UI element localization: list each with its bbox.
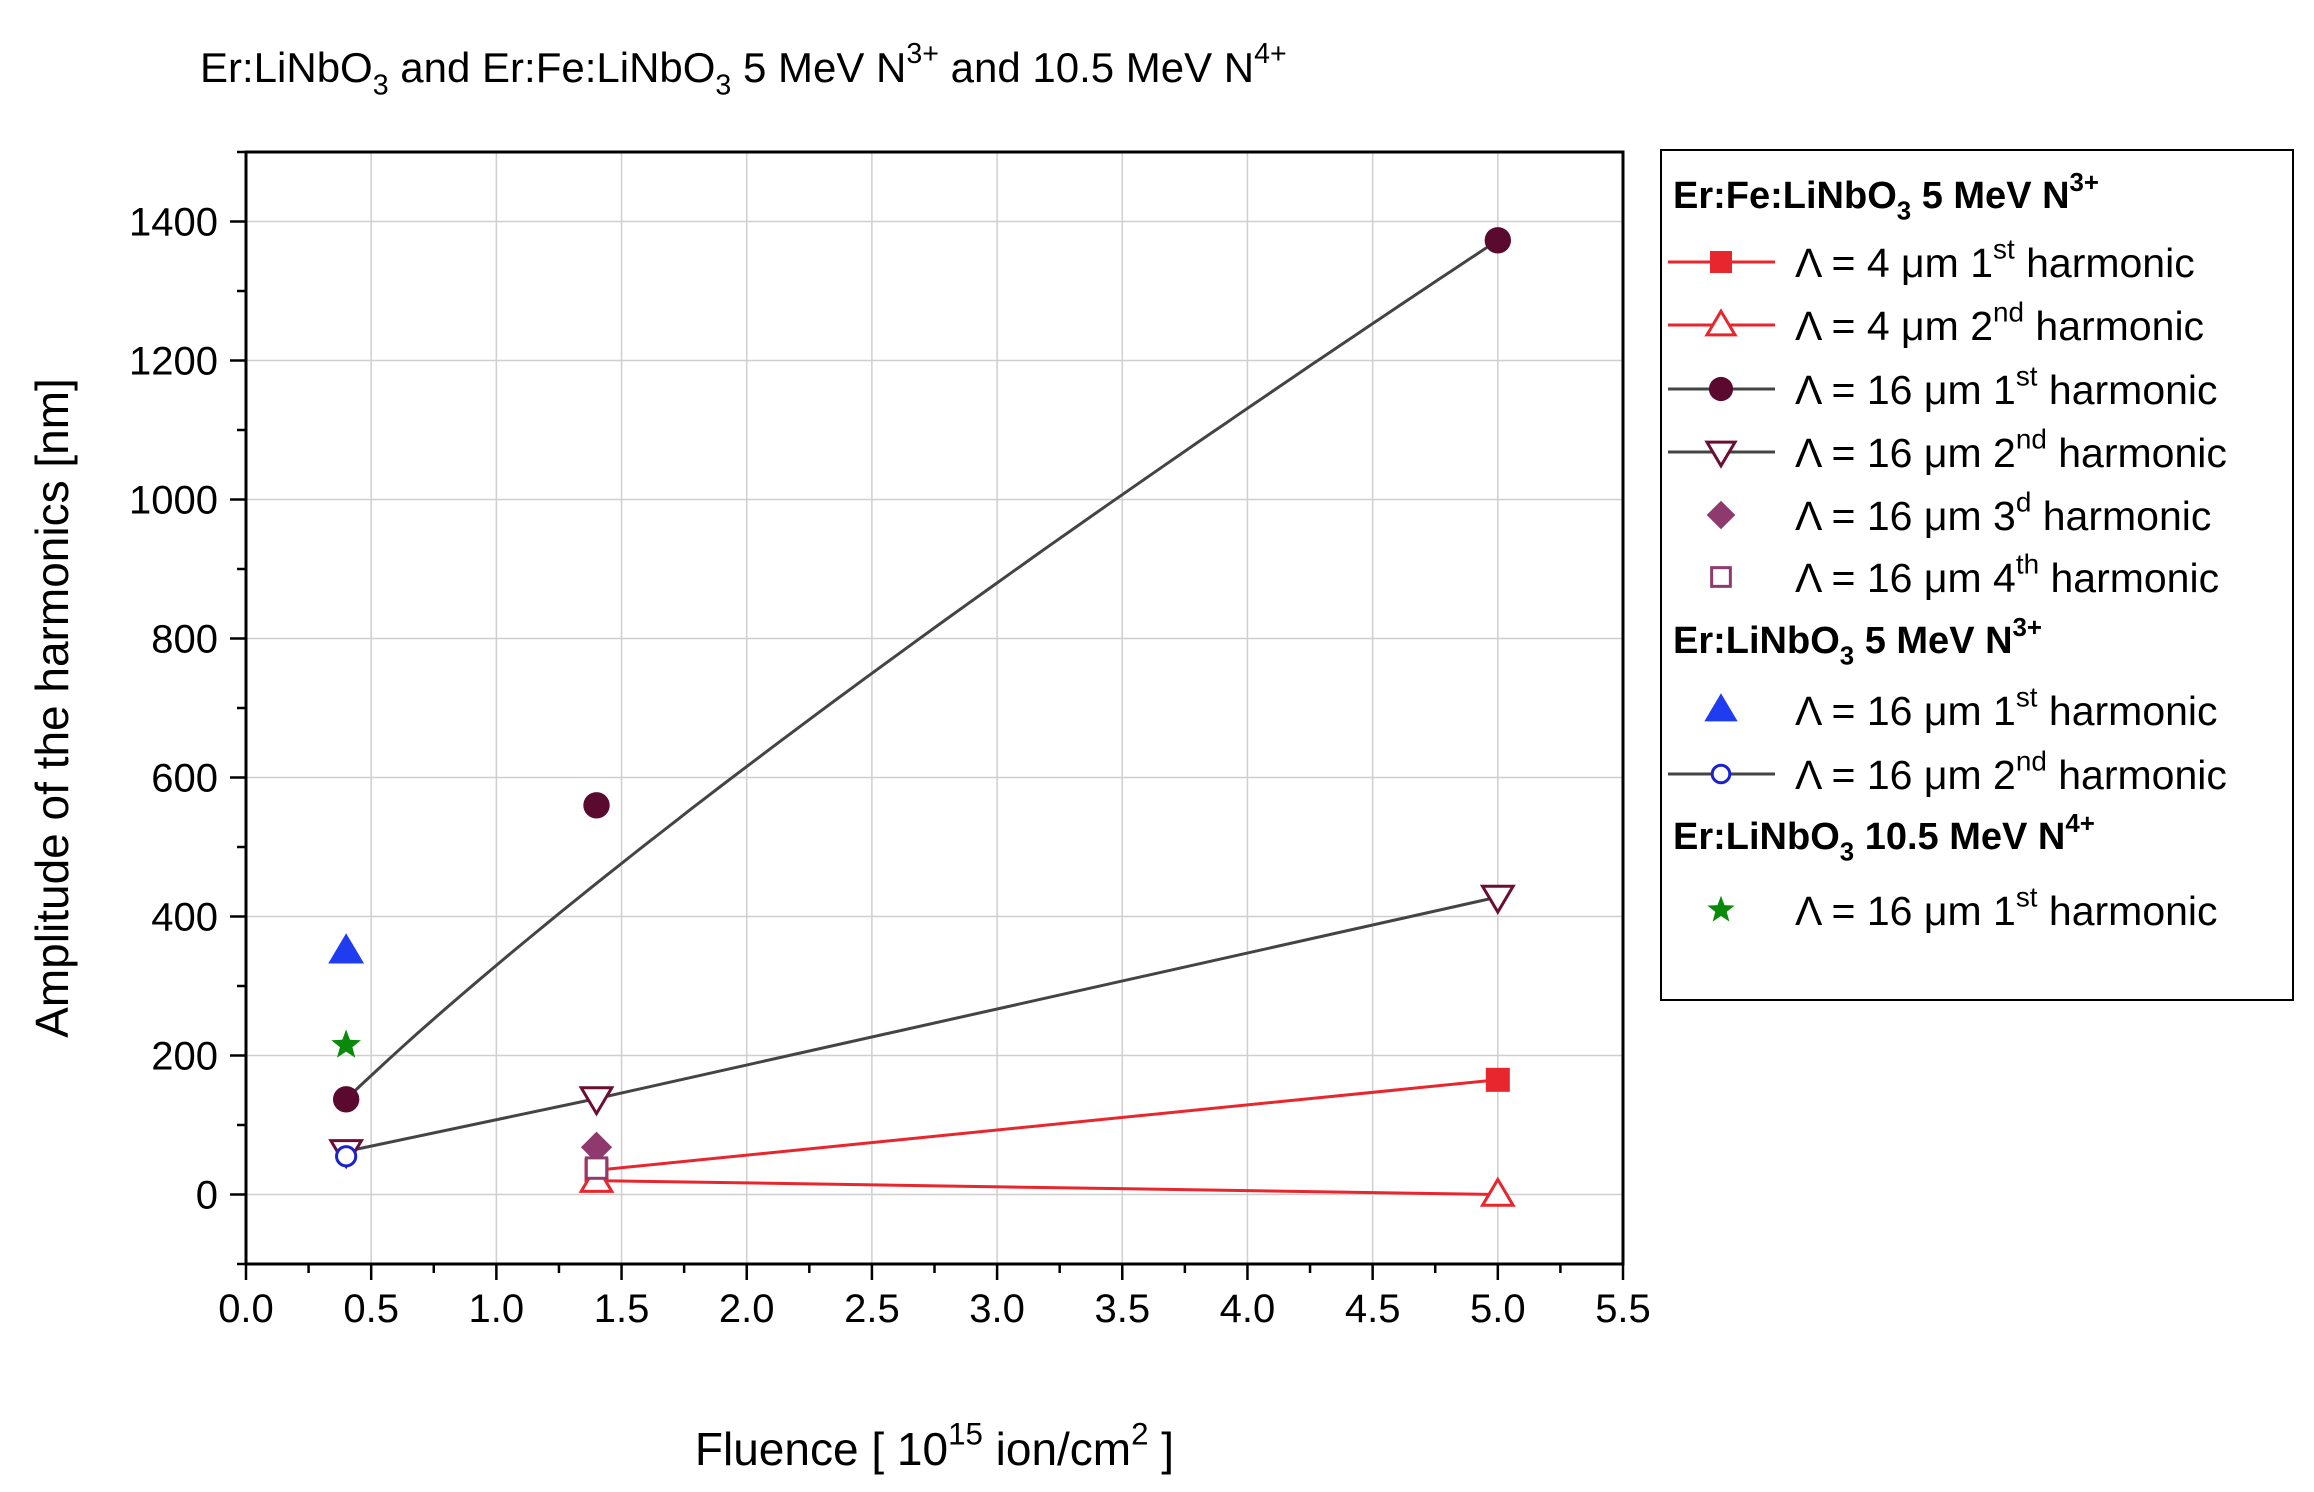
- data-point: [1484, 227, 1512, 254]
- data-point: [328, 933, 365, 964]
- data-point: [1479, 1176, 1516, 1207]
- axes: [230, 150, 1625, 1280]
- data-point: [1485, 1067, 1510, 1092]
- y-tick-label: 200: [151, 1035, 218, 1079]
- plot-frame: [244, 150, 1625, 1266]
- data-point: [331, 1029, 361, 1058]
- legend-entry: Λ = 16 μm 1st harmonic: [1704, 682, 2218, 734]
- legend-marker: [1704, 440, 1738, 469]
- legend-entry: Λ = 16 μm 4th harmonic: [1710, 549, 2219, 601]
- legend-entry-label: Λ = 4 μm 2nd harmonic: [1795, 297, 2204, 349]
- legend-entry-label: Λ = 16 μm 1st harmonic: [1795, 882, 2218, 934]
- x-tick-label: 4.5: [1345, 1287, 1401, 1331]
- legend-marker: [1710, 251, 1732, 273]
- y-axis-title: Amplitude of the harmonics [nm]: [26, 378, 78, 1038]
- legend-group-header: Er:Fe:LiNbO3 5 MeV N3+: [1673, 169, 2099, 226]
- x-tick-label: 3.0: [969, 1287, 1025, 1331]
- x-axis-title-text: Fluence [ 1015 ion/cm2 ]: [695, 1416, 1174, 1475]
- legend-marker: [1710, 763, 1732, 785]
- y-tick-label: 0: [196, 1174, 218, 1218]
- data-point: [335, 1145, 358, 1168]
- legend-entry-label: Λ = 16 μm 1st harmonic: [1795, 361, 2218, 413]
- x-tick-labels: 0.0 0.5 1.0 1.5 2.0 2.5 3.0 3.5 4.0 4.5 5.0 5.5: [218, 1287, 1651, 1331]
- legend-group-header: Er:LiNbO3 10.5 MeV N4+: [1673, 810, 2095, 867]
- legend-entry-label: Λ = 16 μm 2nd harmonic: [1795, 746, 2227, 798]
- x-axis-title: Fluence [ 1015 ion/cm2 ]: [695, 1416, 1174, 1475]
- y-tick-label: 1000: [129, 479, 218, 523]
- legend-entry: Λ = 4 μm 2nd harmonic: [1668, 297, 2204, 349]
- x-tick-label: 5.5: [1595, 1287, 1651, 1331]
- x-tick-label: 2.0: [719, 1287, 775, 1331]
- legend-box: [1660, 149, 2294, 1001]
- y-tick-label: 1200: [129, 340, 218, 384]
- legend-entry: Λ = 16 μm 2nd harmonic: [1668, 746, 2227, 798]
- legend-marker: [1708, 376, 1734, 402]
- legend-entry-label: Λ = 4 μm 1st harmonic: [1795, 234, 2195, 286]
- legend-marker: [1707, 895, 1735, 922]
- grid-lines: [246, 152, 1623, 1264]
- x-tick-label: 5.0: [1470, 1287, 1526, 1331]
- legend-entry: Λ = 4 μm 1st harmonic: [1668, 234, 2195, 286]
- legend-entry: Λ = 16 μm 1st harmonic: [1668, 361, 2218, 413]
- y-tick-label: 1400: [129, 201, 218, 245]
- chart-title: Er:LiNbO3 and Er:Fe:LiNbO3 5 MeV N3+ and…: [200, 38, 1287, 102]
- series-lines: [345, 239, 1499, 1196]
- y-tick-label: 600: [151, 757, 218, 801]
- legend: Er:Fe:LiNbO3 5 MeV N3+ Λ = 4 μm 1st harmo…: [1660, 149, 2294, 1001]
- x-tick-label: 2.5: [844, 1287, 900, 1331]
- x-tick-label: 3.5: [1094, 1287, 1150, 1331]
- series-line: [345, 895, 1499, 1153]
- legend-marker: [1706, 500, 1736, 530]
- y-axis-title-text: Amplitude of the harmonics [nm]: [26, 378, 78, 1038]
- x-tick-label: 1.0: [469, 1287, 525, 1331]
- x-tick-label: 4.0: [1220, 1287, 1276, 1331]
- legend-marker: [1704, 308, 1738, 337]
- legend-entry-label: Λ = 16 μm 2nd harmonic: [1795, 424, 2227, 476]
- series-line: [596, 1179, 1498, 1196]
- legend-entry-label: Λ = 16 μm 3d harmonic: [1795, 487, 2211, 539]
- data-point: [1479, 884, 1516, 915]
- legend-group-header: Er:LiNbO3 5 MeV N3+: [1673, 614, 2042, 671]
- x-tick-label: 1.5: [594, 1287, 650, 1331]
- y-tick-labels: 0 200 400 600 800 1000 1200 1400: [129, 201, 218, 1218]
- chart-title-text: Er:LiNbO3 and Er:Fe:LiNbO3 5 MeV N3+ and…: [200, 38, 1287, 102]
- legend-entry: Λ = 16 μm 1st harmonic: [1707, 882, 2218, 934]
- series-line: [596, 1078, 1498, 1172]
- data-points: [328, 227, 1516, 1207]
- x-tick-label: 0.5: [343, 1287, 399, 1331]
- legend-marker: [1704, 693, 1738, 722]
- legend-entry-label: Λ = 16 μm 4th harmonic: [1795, 549, 2219, 601]
- x-tick-label: 0.0: [218, 1287, 274, 1331]
- data-point: [578, 1086, 615, 1117]
- data-point: [580, 1131, 613, 1163]
- y-tick-label: 400: [151, 896, 218, 940]
- y-tick-label: 800: [151, 618, 218, 662]
- legend-entry: Λ = 16 μm 2nd harmonic: [1668, 424, 2227, 476]
- series-fit-curve: [345, 239, 1499, 1101]
- data-point: [584, 1156, 609, 1180]
- legend-marker: [1710, 566, 1732, 588]
- legend-entry: Λ = 16 μm 3d harmonic: [1706, 487, 2211, 539]
- data-point: [332, 1086, 360, 1113]
- legend-entry-label: Λ = 16 μm 1st harmonic: [1795, 682, 2218, 734]
- data-point: [583, 792, 610, 819]
